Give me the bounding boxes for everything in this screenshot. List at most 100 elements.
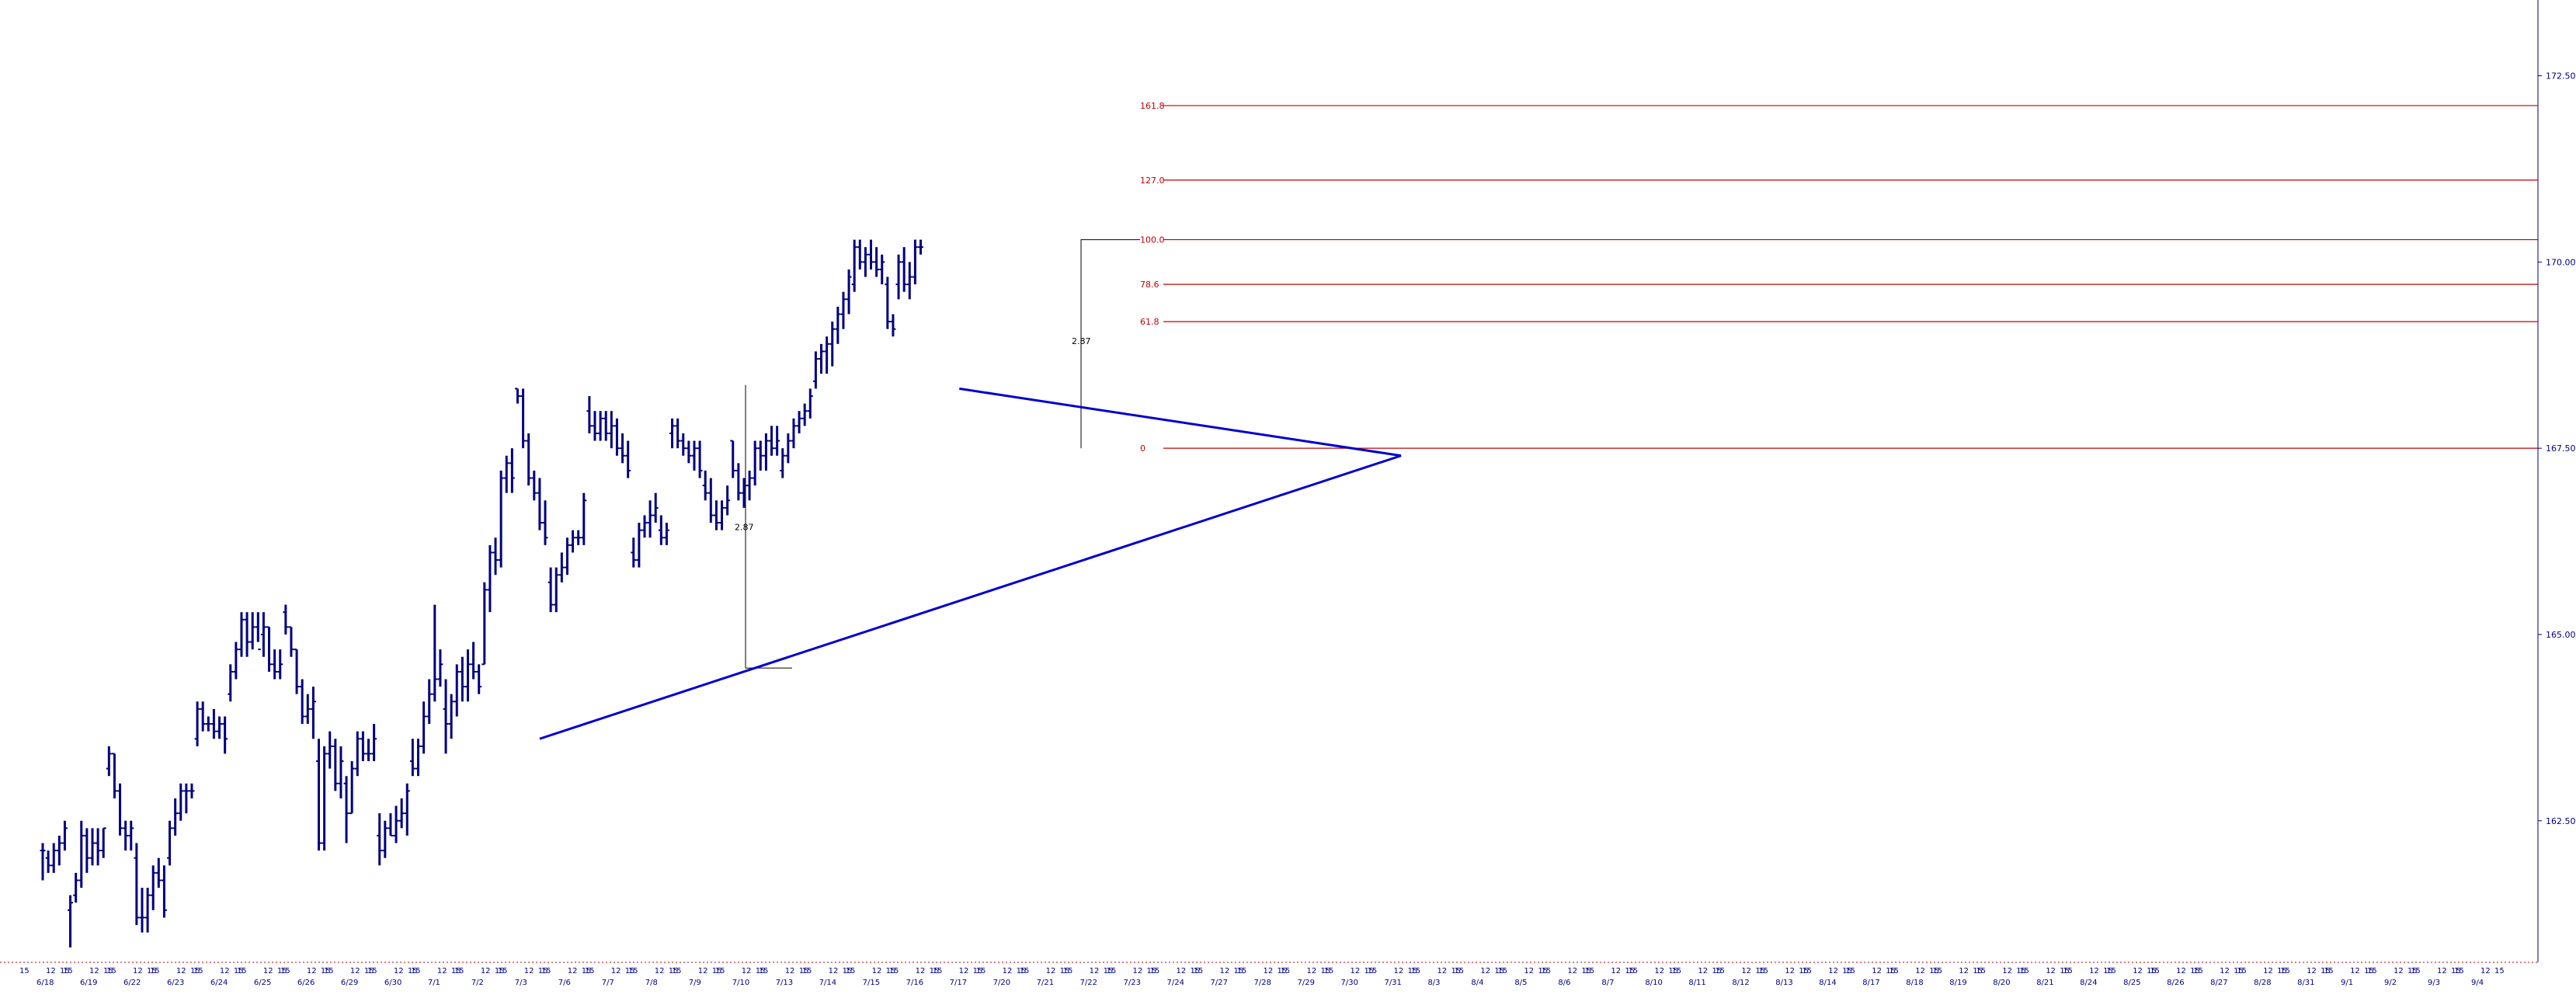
y-tick-label: 170.00 <box>2546 257 2576 267</box>
x-date-label: 8/17 <box>1862 979 1879 987</box>
x-date-label: 7/24 <box>1167 979 1184 987</box>
x-intraday-label: 15 <box>2193 967 2203 975</box>
x-intraday-label: 15 <box>541 967 551 975</box>
x-intraday-label: 15 <box>150 967 160 975</box>
x-intraday-label: 15 <box>2367 967 2377 975</box>
x-date-label: 9/4 <box>2471 979 2484 987</box>
x-intraday-label: 15 <box>451 967 461 975</box>
x-intraday-label: 12 <box>263 967 273 975</box>
x-date-label: 8/26 <box>2167 979 2184 987</box>
x-intraday-label: 15 <box>2277 967 2287 975</box>
x-intraday-label: 12 <box>89 967 99 975</box>
x-intraday-label: 15 <box>1976 967 1986 975</box>
x-intraday-label: 15 <box>2364 967 2374 975</box>
price-bars <box>40 239 923 948</box>
x-intraday-label: 15 <box>1889 967 1899 975</box>
x-intraday-label: 15 <box>2411 967 2421 975</box>
x-date-label: 7/21 <box>1037 979 1054 987</box>
x-intraday-label: 15 <box>2280 967 2290 975</box>
x-date-label: 6/29 <box>341 979 358 987</box>
x-intraday-label: 15 <box>2106 967 2116 975</box>
x-intraday-label: 12 <box>2176 967 2186 975</box>
x-intraday-label: 15 <box>1191 967 1201 975</box>
x-intraday-label: 12 <box>2307 967 2317 975</box>
x-date-label: 8/5 <box>1514 979 1527 987</box>
x-intraday-label: 12 <box>1437 967 1447 975</box>
x-intraday-label: 15 <box>364 967 374 975</box>
x-intraday-label: 15 <box>2019 967 2029 975</box>
x-intraday-label: 12 <box>1611 967 1621 975</box>
x-intraday-label: 15 <box>1802 967 1812 975</box>
x-intraday-label: 15 <box>1060 967 1070 975</box>
x-intraday-label: 15 <box>234 967 244 975</box>
x-intraday-label: 15 <box>1454 967 1464 975</box>
x-intraday-label: 15 <box>2454 967 2464 975</box>
x-intraday-label: 15 <box>2451 967 2461 975</box>
x-intraday-label: 15 <box>2063 967 2073 975</box>
x-intraday-label: 15 <box>2234 967 2244 975</box>
x-intraday-label: 15 <box>672 967 682 975</box>
x-intraday-label: 15 <box>628 967 638 975</box>
x-intraday-label: 12 <box>2263 967 2273 975</box>
x-intraday-label: 15 <box>411 967 421 975</box>
x-intraday-label: 12 <box>1264 967 1274 975</box>
x-date-label: 7/2 <box>471 979 484 987</box>
x-intraday-label: 15 <box>1755 967 1765 975</box>
x-intraday-label: 15 <box>2060 967 2070 975</box>
x-intraday-label: 15 <box>889 967 899 975</box>
x-intraday-label: 15 <box>495 967 505 975</box>
x-intraday-label: 15 <box>1581 967 1591 975</box>
x-intraday-label: 12 <box>1872 967 1882 975</box>
x-intraday-label: 15 <box>19 967 30 975</box>
x-intraday-label: 15 <box>1497 967 1507 975</box>
x-date-label: 7/31 <box>1384 979 1401 987</box>
x-date-label: 8/11 <box>1688 979 1705 987</box>
x-intraday-label: 12 <box>1220 967 1230 975</box>
x-intraday-label: 15 <box>60 967 70 975</box>
x-date-label: 7/27 <box>1211 979 1228 987</box>
x-date-label: 8/28 <box>2254 979 2271 987</box>
x-intraday-label: 12 <box>1567 967 1577 975</box>
x-date-label: 8/6 <box>1558 979 1570 987</box>
x-date-label: 8/27 <box>2210 979 2227 987</box>
triangle-trendlines <box>539 387 1402 740</box>
x-intraday-label: 12 <box>916 967 926 975</box>
x-intraday-label: 12 <box>2480 967 2491 975</box>
x-intraday-label: 15 <box>538 967 548 975</box>
x-intraday-label: 15 <box>321 967 331 975</box>
x-date-label: 7/15 <box>863 979 880 987</box>
x-intraday-label: 15 <box>1147 967 1157 975</box>
x-date-label: 8/18 <box>1906 979 1923 987</box>
x-date-label: 8/7 <box>1601 979 1614 987</box>
x-date-label: 9/1 <box>2341 979 2353 987</box>
x-intraday-label: 15 <box>277 967 287 975</box>
x-intraday-label: 15 <box>324 967 334 975</box>
x-intraday-label: 15 <box>1845 967 1855 975</box>
x-date-label: 7/8 <box>645 979 658 987</box>
x-intraday-label: 15 <box>106 967 116 975</box>
x-date-label: 6/18 <box>37 979 54 987</box>
x-date-label: 6/23 <box>167 979 184 987</box>
x-intraday-label: 15 <box>1628 967 1638 975</box>
x-intraday-label: 15 <box>1932 967 1942 975</box>
x-intraday-label: 15 <box>408 967 418 975</box>
x-intraday-label: 15 <box>843 967 853 975</box>
x-intraday-label: 15 <box>1323 967 1333 975</box>
x-intraday-label: 15 <box>1194 967 1204 975</box>
x-intraday-label: 15 <box>2147 967 2157 975</box>
x-date-label: 6/24 <box>210 979 228 987</box>
fib-level-label: 0 <box>1140 443 1145 454</box>
x-intraday-label: 15 <box>1320 967 1330 975</box>
x-date-label: 8/24 <box>2080 979 2097 987</box>
x-date-label: 9/2 <box>2384 979 2397 987</box>
x-intraday-label: 15 <box>1063 967 1073 975</box>
x-intraday-label: 12 <box>394 967 404 975</box>
x-intraday-label: 15 <box>715 967 725 975</box>
x-intraday-label: 15 <box>2150 967 2160 975</box>
x-date-label: 8/4 <box>1471 979 1483 987</box>
x-intraday-label: 15 <box>973 967 983 975</box>
x-intraday-label: 12 <box>1306 967 1316 975</box>
x-date-label: 9/3 <box>2428 979 2440 987</box>
x-intraday-label: 12 <box>2220 967 2230 975</box>
x-date-label: 8/21 <box>2036 979 2053 987</box>
